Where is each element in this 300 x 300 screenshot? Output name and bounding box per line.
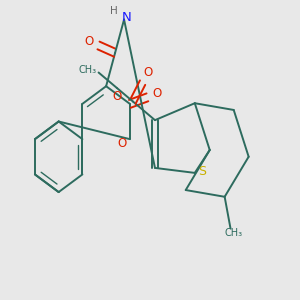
Text: CH₃: CH₃	[78, 65, 97, 75]
Text: O: O	[112, 90, 122, 104]
Text: N: N	[121, 11, 131, 24]
Text: H: H	[110, 6, 118, 16]
Text: O: O	[152, 87, 161, 100]
Text: O: O	[85, 35, 94, 48]
Text: O: O	[143, 65, 153, 79]
Text: CH₃: CH₃	[224, 228, 242, 238]
Text: S: S	[198, 166, 206, 178]
Text: O: O	[118, 137, 127, 150]
